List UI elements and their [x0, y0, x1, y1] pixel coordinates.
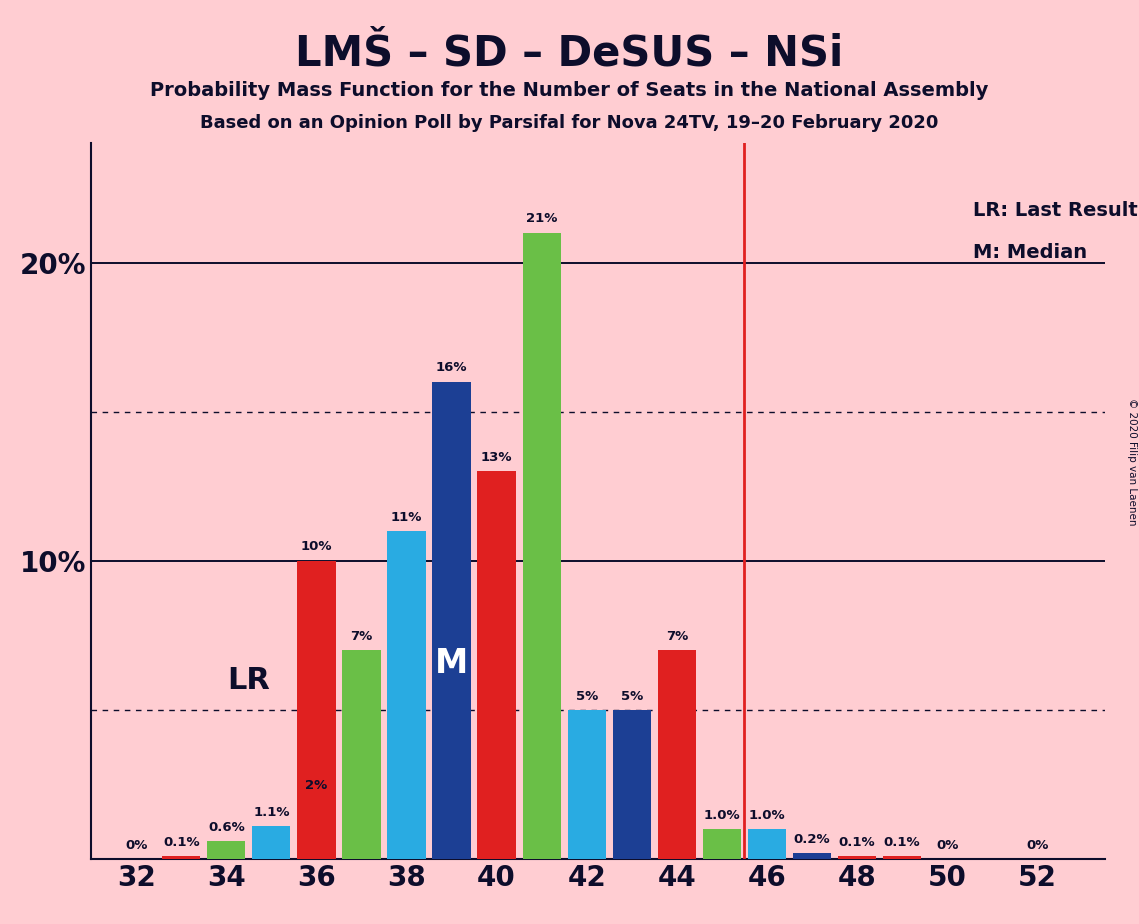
Text: 11%: 11%	[391, 511, 423, 524]
Text: 5%: 5%	[621, 689, 642, 702]
Text: 16%: 16%	[436, 361, 467, 374]
Bar	[297, 561, 336, 859]
Text: 13%: 13%	[481, 451, 513, 464]
Text: Based on an Opinion Poll by Parsifal for Nova 24TV, 19–20 February 2020: Based on an Opinion Poll by Parsifal for…	[200, 114, 939, 131]
Bar	[343, 650, 380, 859]
Text: 0.1%: 0.1%	[884, 836, 920, 849]
Text: 2%: 2%	[305, 779, 328, 792]
Text: 0%: 0%	[1026, 839, 1048, 852]
Text: 1.0%: 1.0%	[704, 809, 740, 822]
Bar	[793, 854, 831, 859]
Bar	[433, 382, 470, 859]
Bar	[748, 830, 786, 859]
Text: LR: Last Result: LR: Last Result	[973, 201, 1138, 220]
Bar	[838, 857, 876, 859]
Bar	[613, 711, 650, 859]
Bar	[657, 650, 696, 859]
Text: LR: LR	[228, 666, 270, 695]
Text: 7%: 7%	[351, 630, 372, 643]
Text: Probability Mass Function for the Number of Seats in the National Assembly: Probability Mass Function for the Number…	[150, 81, 989, 101]
Bar	[207, 842, 245, 859]
Text: 5%: 5%	[575, 689, 598, 702]
Bar	[387, 531, 426, 859]
Bar	[883, 857, 921, 859]
Text: © 2020 Filip van Laenen: © 2020 Filip van Laenen	[1126, 398, 1137, 526]
Text: M: M	[435, 648, 468, 680]
Bar	[703, 830, 741, 859]
Bar	[252, 826, 290, 859]
Text: 7%: 7%	[665, 630, 688, 643]
Bar	[523, 233, 560, 859]
Text: 0.2%: 0.2%	[794, 833, 830, 845]
Text: LMŠ – SD – DeSUS – NSi: LMŠ – SD – DeSUS – NSi	[295, 32, 844, 74]
Text: M: Median: M: Median	[973, 244, 1087, 262]
Text: 1.0%: 1.0%	[748, 809, 785, 822]
Text: 0%: 0%	[936, 839, 958, 852]
Text: 0%: 0%	[125, 839, 147, 852]
Bar	[567, 711, 606, 859]
Bar	[162, 857, 200, 859]
Text: 1.1%: 1.1%	[253, 806, 289, 819]
Text: 0.1%: 0.1%	[163, 836, 199, 849]
Text: 0.6%: 0.6%	[208, 821, 245, 834]
Text: 21%: 21%	[526, 213, 557, 225]
Bar	[297, 799, 336, 859]
Text: 10%: 10%	[301, 541, 333, 553]
Bar	[477, 471, 516, 859]
Text: 0.1%: 0.1%	[838, 836, 876, 849]
